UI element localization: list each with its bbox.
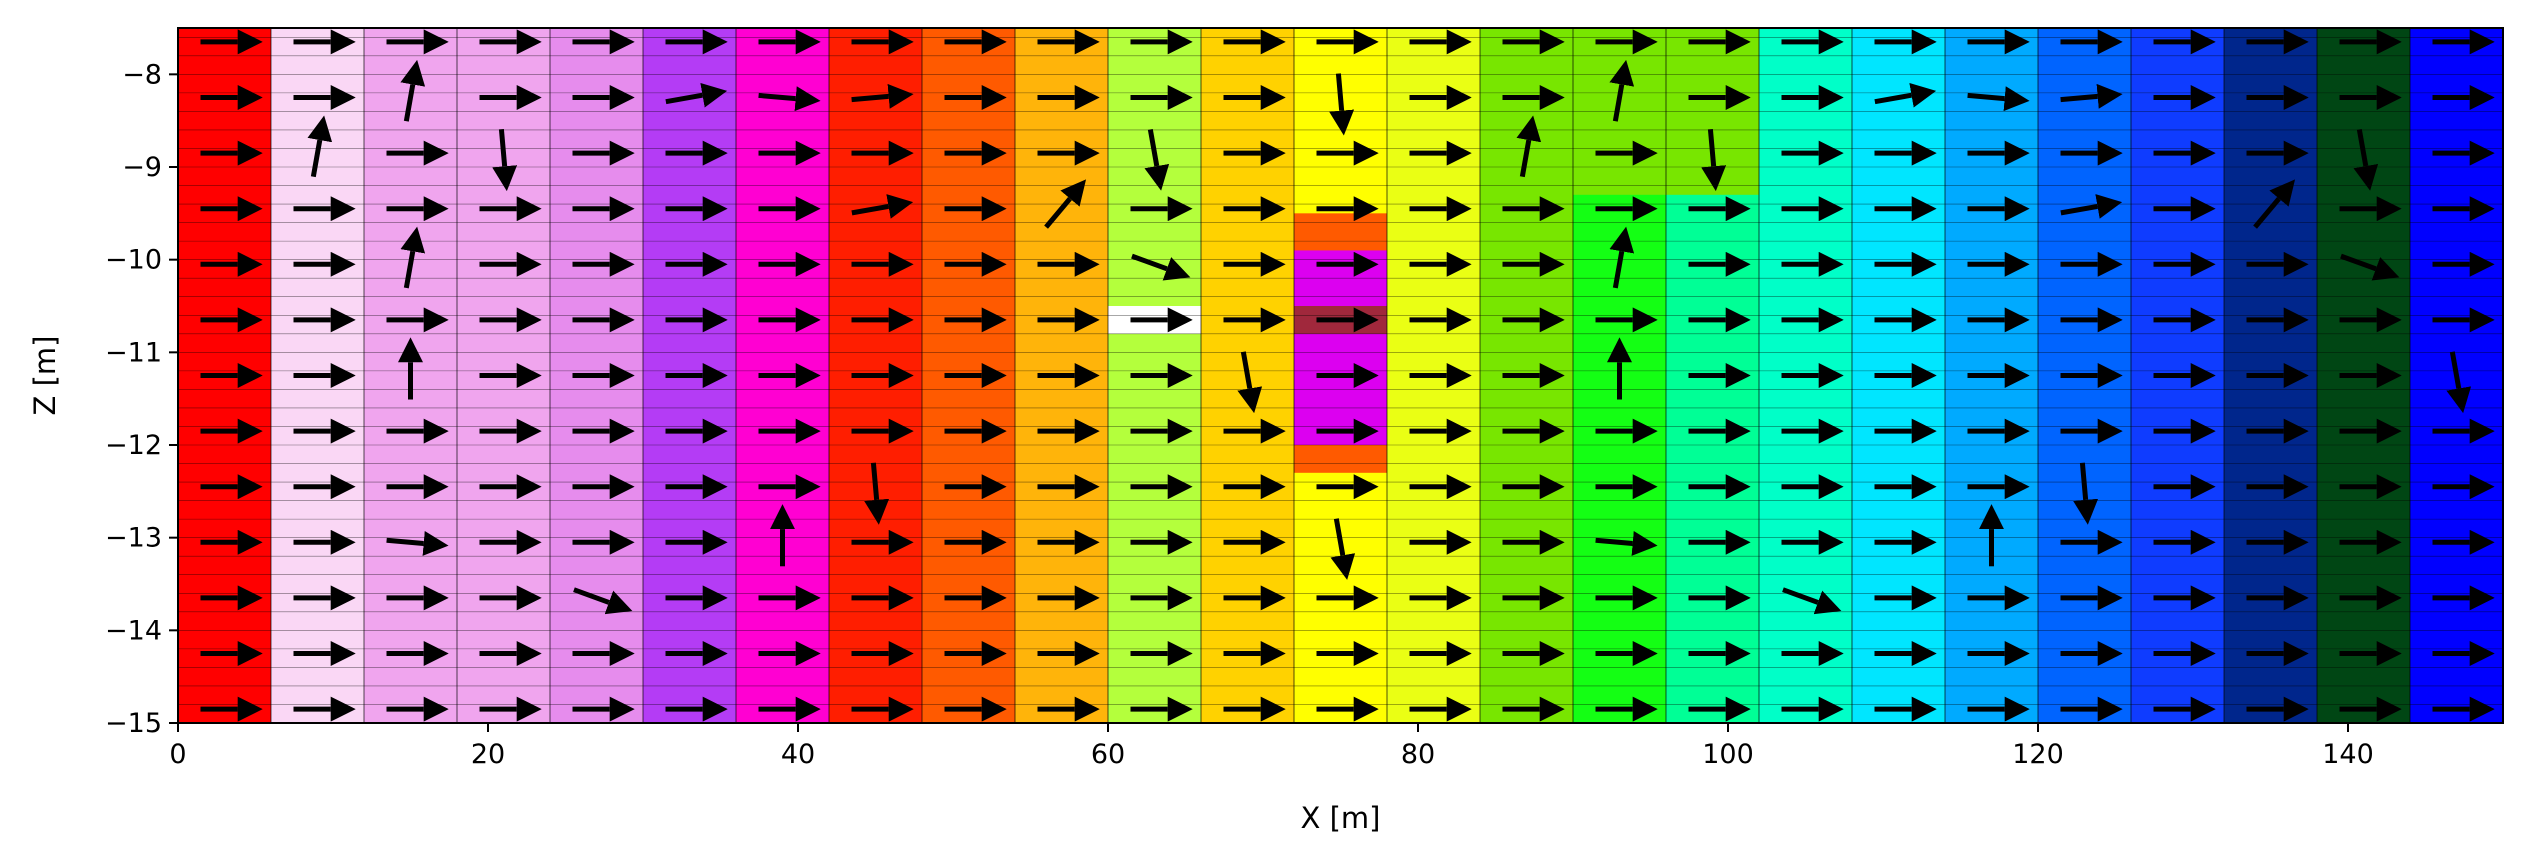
y-tick-label: −9 (122, 152, 162, 183)
vector-arrow (1782, 587, 1842, 615)
vector-arrow (492, 128, 518, 192)
x-tick-label: 20 (471, 739, 505, 770)
vector-arrow (1237, 351, 1263, 414)
vector-arrow (400, 59, 426, 122)
axes: 0 20 40 60 80 100 120 140 −15 −14 −13 −12 −11 −10 −9 −8 (105, 27, 2504, 770)
vector-arrow (2446, 351, 2472, 414)
x-tick-label: 0 (169, 739, 186, 770)
vector-arrow (1874, 82, 1937, 108)
vector-arrow (1701, 128, 1727, 192)
vector-arrow (1044, 179, 1087, 229)
y-tick-label: −10 (105, 245, 162, 276)
x-tick-label: 120 (2012, 739, 2064, 770)
vector-arrow (1609, 226, 1635, 289)
vector-arrow (2340, 253, 2400, 281)
vector-arrow (665, 82, 728, 108)
x-tick-label: 100 (1702, 739, 1754, 770)
vector-arrow (307, 115, 333, 178)
vector-arrow (864, 462, 890, 525)
patch-3 (1294, 250, 1387, 445)
x-tick-label: 40 (781, 739, 815, 770)
vector-arrow (1516, 115, 1542, 178)
vector-arrow (1330, 518, 1356, 580)
y-tick-label: −15 (105, 708, 162, 739)
vector-arrow (1144, 129, 1170, 191)
x-tick-label: 140 (2322, 739, 2374, 770)
y-tick-label: −14 (105, 615, 162, 646)
vector-arrow (2060, 194, 2123, 219)
y-tick-label: −13 (105, 523, 162, 554)
vector-arrow (851, 83, 914, 109)
vector-arrow (2073, 462, 2099, 525)
vector-arrow (2253, 179, 2296, 229)
vector-arrow (1131, 253, 1191, 281)
vector-arrow (573, 587, 633, 615)
vector-arrow (758, 86, 821, 112)
vector-arrow (386, 530, 449, 556)
vector-arrow (400, 226, 426, 289)
vector-arrow (1609, 59, 1635, 122)
x-tick-label: 60 (1091, 739, 1125, 770)
plot-area (178, 28, 2503, 723)
plot-frame (177, 27, 2504, 724)
y-tick-label: −8 (122, 59, 162, 90)
y-axis-label: Z [m] (28, 336, 62, 416)
vector-arrow (2353, 129, 2379, 191)
vector-arrow (1967, 86, 2030, 112)
vector-arrow (1595, 530, 1658, 556)
y-tick-label: −12 (105, 430, 162, 461)
x-axis-label: X [m] (1301, 801, 1381, 835)
vector-arrow (1329, 73, 1355, 136)
x-tick-label: 80 (1401, 739, 1435, 770)
vector-arrow (2060, 83, 2123, 109)
vector-arrow (851, 194, 914, 219)
y-tick-label: −11 (105, 337, 162, 368)
